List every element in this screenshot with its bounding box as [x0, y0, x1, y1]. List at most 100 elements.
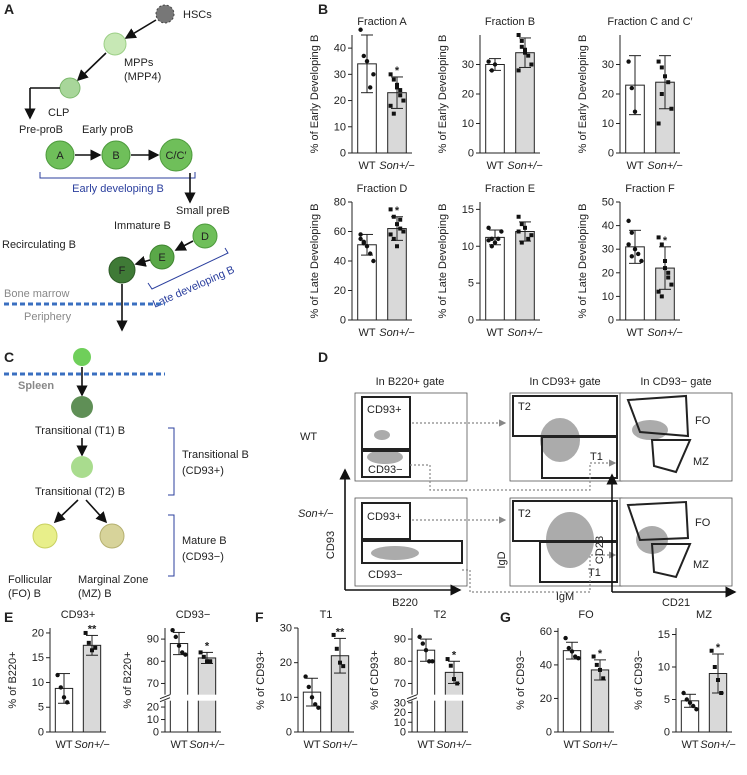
data-point — [629, 254, 634, 259]
gate-heading: In CD93+ gate — [529, 376, 600, 388]
data-point — [519, 44, 524, 49]
bar — [387, 228, 407, 321]
x-tick-label: WT — [563, 739, 580, 751]
chart-title: T1 — [320, 609, 333, 621]
data-point — [173, 634, 178, 640]
error-bar — [629, 229, 641, 264]
data-point — [594, 662, 599, 667]
x-tick-label: Son+/− — [582, 739, 618, 751]
node-label: D — [201, 231, 209, 243]
x-tick-label: Son+/− — [379, 160, 415, 172]
y-tick-label: 0 — [546, 727, 552, 739]
row-label: WT — [300, 431, 317, 443]
node-label: Small preB — [176, 205, 230, 217]
data-point — [90, 648, 94, 653]
y-tick-label: 40 — [602, 220, 614, 232]
significance: * — [205, 640, 210, 652]
data-point — [598, 667, 602, 672]
y-tick-label: 20 — [602, 89, 614, 101]
node-label: (FO) B — [8, 588, 41, 600]
significance: * — [598, 648, 603, 660]
data-point — [523, 47, 527, 52]
y-axis-label: % of Early Developing B — [577, 35, 589, 154]
data-point — [170, 628, 175, 633]
y-axis-label: % of CD93− — [515, 650, 527, 710]
chart-title: Fraction C and C′ — [607, 16, 692, 28]
x-tick-label: Son+/− — [189, 739, 225, 751]
data-point — [669, 282, 674, 287]
x-tick-label: Son+/− — [379, 327, 415, 339]
data-point — [694, 707, 699, 712]
y-tick-label: 15 — [32, 652, 44, 664]
y-tick-label: 40 — [334, 256, 346, 268]
significance: * — [395, 65, 400, 77]
chart-title: FO — [578, 609, 594, 621]
data-point — [486, 225, 491, 231]
y-tick-label: 20 — [602, 267, 614, 279]
data-point — [388, 103, 393, 108]
gate-heading: In CD93− gate — [640, 376, 711, 388]
data-point — [61, 695, 67, 700]
data-point — [626, 59, 631, 64]
data-point — [526, 53, 531, 58]
bracket-label: (CD93−) — [182, 551, 224, 563]
data-point — [313, 702, 318, 707]
node-label: Pre-proB — [19, 124, 63, 136]
data-point — [666, 275, 671, 280]
data-point — [666, 80, 671, 85]
y-axis-label: % of B220+ — [122, 651, 134, 708]
chart-title: Fraction E — [485, 183, 535, 195]
data-point — [626, 218, 631, 224]
x-tick-label: Son+/− — [647, 327, 683, 339]
data-point — [519, 240, 524, 245]
y-tick-label: 10 — [394, 717, 406, 729]
data-point — [684, 697, 689, 702]
y-tick-label: 0 — [38, 727, 44, 739]
bar — [562, 650, 582, 733]
significance: ** — [336, 626, 345, 638]
data-point — [563, 635, 568, 641]
axis-label: IgM — [556, 591, 574, 603]
data-point — [371, 258, 376, 264]
node-label: CLP — [48, 107, 69, 119]
y-tick-label: 5 — [38, 702, 44, 714]
data-point — [632, 109, 638, 114]
data-point — [452, 677, 456, 682]
y-tick-label: 90 — [394, 634, 406, 646]
x-tick-label: WT — [681, 739, 698, 751]
data-point — [486, 238, 491, 243]
gate-label: CD93+ — [367, 404, 402, 416]
y-tick-label: 20 — [280, 657, 292, 669]
axis-label: CD23 — [594, 536, 606, 564]
y-tick-label: 10 — [658, 662, 670, 674]
bar — [485, 236, 505, 321]
panel-label: F — [255, 609, 264, 625]
data-point — [499, 229, 504, 234]
y-axis-label: % of Early Developing B — [309, 35, 321, 154]
data-point — [388, 207, 393, 212]
data-point — [358, 232, 363, 237]
gate-label: FO — [695, 517, 711, 529]
node-label: Marginal Zone — [78, 574, 148, 586]
node-label: C/C′ — [165, 150, 186, 162]
data-point — [656, 59, 661, 64]
significance: * — [452, 649, 457, 661]
chart-title: MZ — [696, 609, 712, 621]
node-label: Early proB — [82, 124, 133, 136]
data-point — [341, 664, 346, 669]
data-point — [629, 85, 634, 91]
y-tick-label: 20 — [462, 89, 474, 101]
data-point — [303, 674, 308, 679]
axis-break — [159, 694, 171, 700]
y-tick-label: 20 — [147, 702, 159, 714]
gate-label: MZ — [693, 559, 709, 571]
data-point — [55, 672, 60, 678]
chart-title: Fraction D — [357, 183, 408, 195]
bracket-label: Mature B — [182, 535, 227, 547]
node-label: B — [112, 150, 119, 162]
y-tick-label: 0 — [400, 727, 406, 739]
x-tick-label: WT — [626, 160, 643, 172]
data-point — [361, 239, 366, 245]
data-point — [401, 229, 406, 234]
data-point — [687, 700, 693, 705]
